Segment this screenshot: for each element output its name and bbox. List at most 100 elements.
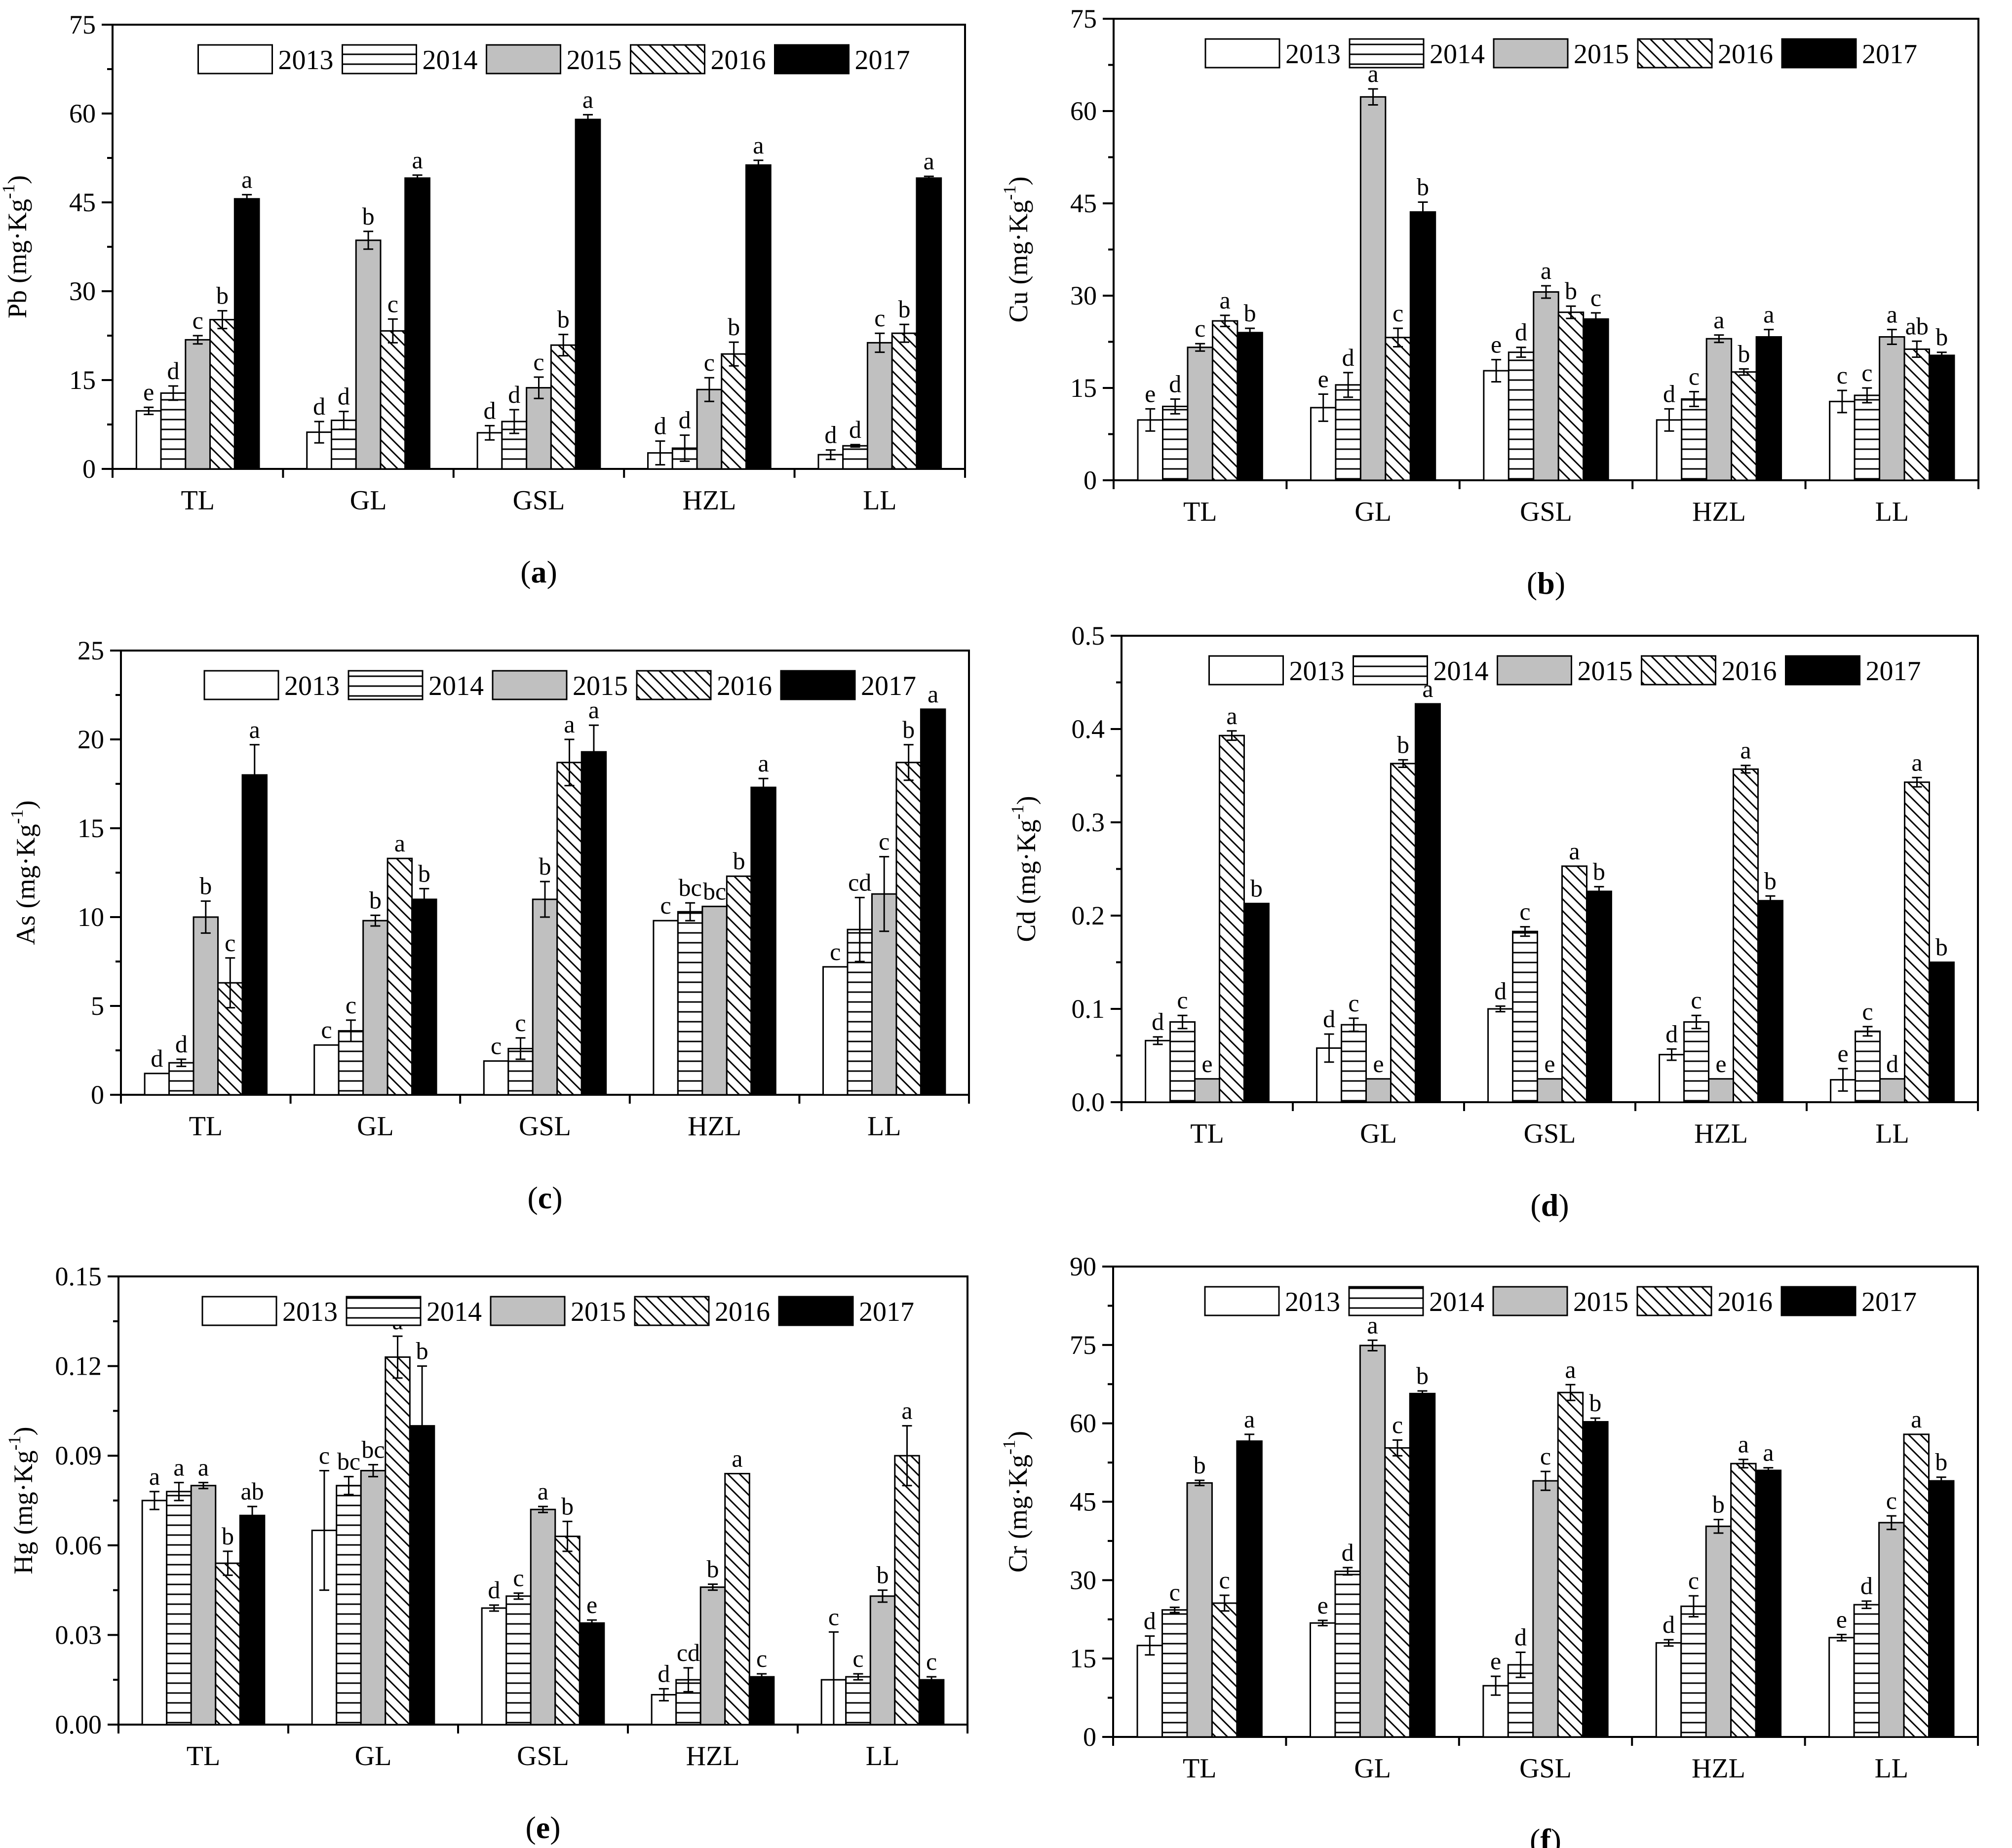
y-tick-label: 30: [1070, 1565, 1096, 1595]
y-tick-label: 0.2: [1072, 901, 1105, 930]
panel-letter: b: [1537, 566, 1555, 601]
legend-swatch-2015: [1492, 1286, 1568, 1316]
y-axis-unit-exponent: -1: [4, 1436, 24, 1451]
bar-2015-hzl: [701, 905, 728, 1096]
significance-letter: e: [1837, 1040, 1848, 1067]
y-axis-unit: (mg·Kg: [1003, 1455, 1033, 1539]
bar-2015-tl: [193, 916, 219, 1096]
legend-label-2013: 2013: [1285, 1287, 1340, 1317]
y-tick-label: 15: [1070, 1644, 1096, 1673]
significance-letter: a: [1738, 1430, 1749, 1458]
significance-letter: a: [249, 716, 260, 743]
significance-letter: c: [321, 1016, 332, 1043]
y-axis-label: Cu (mg·Kg-1): [1000, 177, 1033, 323]
significance-letter: c: [193, 307, 203, 334]
legend-label-2017: 2017: [1866, 656, 1921, 687]
panel-c: 0510152025As(mg·Kg-1)TLddbcaGLccbabGSLcc…: [7, 636, 970, 1215]
significance-letter: d: [1860, 1572, 1873, 1600]
legend: 2013 2014 2015 2016 2017: [203, 670, 916, 701]
bar-2014-ll: [845, 1676, 871, 1726]
y-axis-label: As (mg·Kg-1): [7, 801, 40, 945]
panel-label: (e): [525, 1810, 560, 1845]
significance-letter: d: [1342, 344, 1354, 371]
legend-label-2017: 2017: [855, 45, 910, 76]
y-axis-unit-exponent: -1: [1007, 805, 1027, 819]
y-axis-unit-close: ): [1004, 177, 1033, 186]
bar-2016-gl: [1384, 1447, 1411, 1738]
bar-2015-tl: [190, 1485, 217, 1726]
y-axis-unit: (mg·Kg: [2, 199, 32, 283]
x-tick-label: LL: [866, 1741, 899, 1771]
significance-letter: d: [824, 421, 837, 449]
bar-2017-tl: [1237, 332, 1263, 481]
legend-swatch-2017: [1780, 1286, 1857, 1316]
y-tick-label: 0.5: [1072, 621, 1105, 651]
significance-letter: e: [586, 1591, 597, 1618]
x-tick-label: GL: [1360, 1118, 1397, 1149]
bar-2013-hzl: [1655, 1642, 1682, 1738]
legend-swatch-2014: [1353, 655, 1428, 686]
y-axis-unit: (mg·Kg: [11, 824, 40, 909]
bar-2013-tl: [144, 1073, 170, 1096]
y-tick-label: 0: [1083, 465, 1097, 495]
legend-swatch-2013: [203, 670, 279, 700]
bar-2017-tl: [1236, 1440, 1263, 1738]
bar-2013-gl: [313, 1044, 340, 1096]
significance-letter: a: [1220, 286, 1231, 314]
significance-letter: e: [1201, 1050, 1212, 1078]
bar-2014-hzl: [1681, 398, 1707, 481]
legend: 2013 2014 2015 2016 2017: [201, 1296, 914, 1327]
significance-letter: a: [241, 165, 252, 193]
significance-letter: c: [852, 1645, 863, 1672]
significance-letter: d: [484, 396, 496, 424]
significance-letter: b: [1593, 857, 1605, 885]
significance-letter: a: [1244, 1405, 1255, 1433]
bar-2014-tl: [166, 1491, 192, 1726]
panel-letter: c: [538, 1180, 552, 1215]
bar-2016-hzl: [1732, 768, 1759, 1103]
legend-swatch-2016: [636, 670, 712, 700]
bar-2014-gsl: [1512, 930, 1539, 1103]
significance-letter: c: [1177, 986, 1188, 1014]
y-axis-element: Cr: [1003, 1546, 1033, 1573]
bar-2016-ll: [894, 1455, 920, 1726]
y-tick-label: 30: [1070, 281, 1097, 310]
bar-2016-gl: [1385, 337, 1411, 481]
y-axis-label: Cd (mg·Kg-1): [1007, 796, 1041, 942]
significance-letter: b: [539, 852, 551, 880]
significance-letter: a: [1763, 1439, 1774, 1466]
bar-2016-gsl: [556, 762, 582, 1096]
x-tick-label: GSL: [519, 1111, 571, 1142]
bar-2014-ll: [1855, 1030, 1881, 1103]
bar-2016-ll: [895, 762, 922, 1096]
significance-letter: d: [313, 392, 325, 420]
bar-2013-tl: [141, 1500, 168, 1726]
x-tick-label: GL: [357, 1111, 394, 1142]
significance-letter: a: [394, 829, 405, 857]
y-tick-label: 0.1: [1072, 994, 1105, 1024]
bar-2017-tl: [233, 198, 260, 470]
bar-2017-hzl: [748, 1676, 775, 1726]
x-tick-label: GSL: [1524, 1118, 1576, 1149]
panel-label: (f): [1530, 1822, 1561, 1848]
legend-swatch-2016: [1637, 38, 1713, 69]
significance-letter: d: [1144, 1607, 1156, 1635]
significance-letter: c: [346, 991, 356, 1019]
x-tick-label: GL: [1354, 497, 1392, 527]
legend-label-2015: 2015: [573, 671, 628, 701]
bar-2017-tl: [239, 1514, 266, 1726]
significance-letter: b: [1416, 1362, 1429, 1389]
significance-letter: b: [416, 1337, 428, 1365]
significance-letter: bc: [703, 877, 726, 905]
y-tick-label: 20: [77, 725, 104, 754]
significance-letter: c: [1195, 314, 1205, 342]
panel-d: 0.00.10.20.30.40.5Cd(mg·Kg-1)TLdceabGLdc…: [1007, 621, 1979, 1223]
significance-letter: b: [418, 859, 430, 887]
x-tick-label: TL: [1190, 1118, 1224, 1149]
legend-label-2017: 2017: [1862, 39, 1917, 70]
panel-letter: d: [1541, 1188, 1559, 1223]
bar-2014-gl: [1341, 1024, 1367, 1103]
significance-letter: b: [877, 1561, 889, 1589]
y-axis-element: Cd: [1011, 911, 1041, 942]
